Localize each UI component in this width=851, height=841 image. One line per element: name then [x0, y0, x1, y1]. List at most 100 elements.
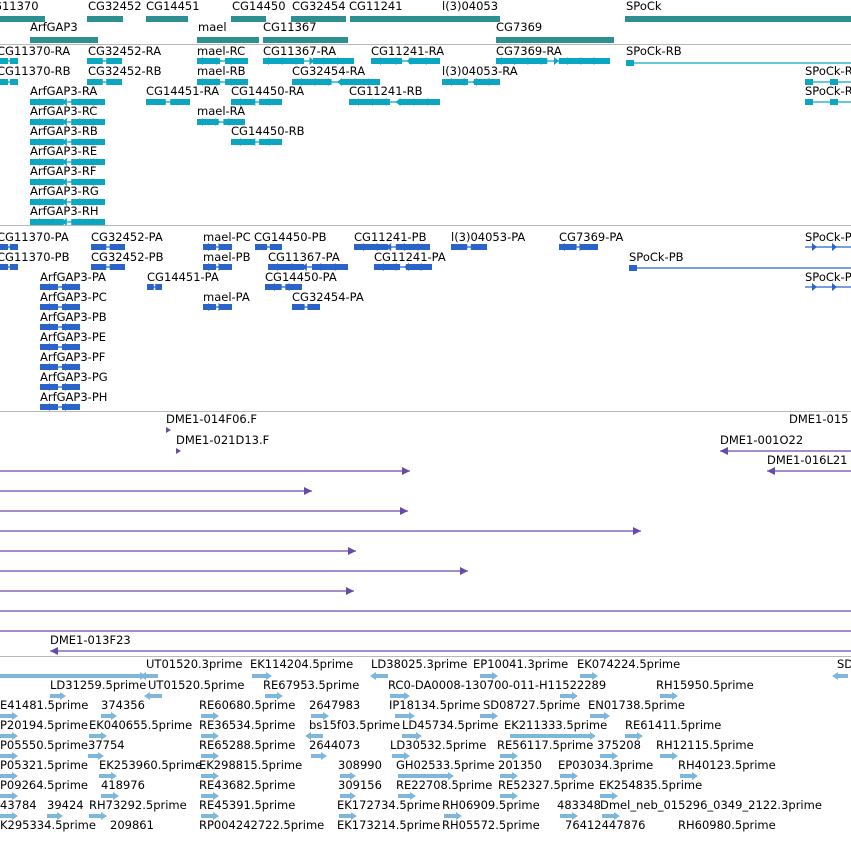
protein-feature-strand-arrow[interactable] — [208, 303, 213, 311]
transcript-feature-exon[interactable] — [223, 119, 245, 125]
clone-end-marker[interactable] — [176, 448, 181, 454]
est-arrow[interactable] — [111, 772, 117, 780]
protein-feature-strand-arrow[interactable] — [218, 303, 224, 311]
est-arrow[interactable] — [604, 712, 610, 720]
transcript-feature-strand-arrow[interactable] — [61, 158, 67, 166]
est-arrow[interactable] — [213, 812, 219, 820]
transcript-feature-strand-arrow[interactable] — [337, 78, 342, 86]
transcript-feature-strand-arrow[interactable] — [88, 218, 94, 226]
transcript-feature-strand-arrow[interactable] — [35, 98, 40, 106]
est-bar[interactable] — [50, 694, 60, 698]
est-arrow[interactable] — [492, 672, 498, 680]
transcript-feature-strand-arrow[interactable] — [350, 78, 356, 86]
est-arrow[interactable] — [370, 672, 376, 680]
est-bar[interactable] — [660, 754, 672, 758]
protein-feature-exon[interactable] — [62, 364, 80, 370]
protein-feature-strand-arrow[interactable] — [208, 263, 213, 271]
gene-bar[interactable] — [625, 16, 851, 22]
est-bar[interactable] — [89, 814, 101, 818]
protein-feature-exon[interactable] — [255, 244, 268, 250]
transcript-feature-strand-arrow[interactable] — [354, 98, 359, 106]
est-arrow[interactable] — [144, 692, 150, 700]
est-bar[interactable] — [398, 774, 448, 778]
protein-feature-strand-arrow[interactable] — [208, 243, 213, 251]
est-bar[interactable] — [0, 714, 12, 718]
protein-feature-exon[interactable] — [312, 264, 348, 270]
protein-feature-exon[interactable] — [91, 264, 107, 270]
transcript-feature-strand-arrow[interactable] — [323, 57, 329, 65]
transcript-feature-exon[interactable] — [225, 79, 248, 85]
est-arrow[interactable] — [140, 672, 146, 680]
protein-feature-exon[interactable] — [9, 264, 18, 270]
transcript-feature-strand-arrow[interactable] — [88, 98, 94, 106]
clone-end-marker[interactable] — [633, 527, 641, 535]
protein-feature-strand-arrow[interactable] — [416, 263, 422, 271]
gene-bar[interactable] — [496, 37, 614, 43]
clone-end-marker[interactable] — [767, 467, 775, 475]
transcript-feature-strand-arrow[interactable] — [527, 57, 533, 65]
est-arrow[interactable] — [416, 732, 422, 740]
protein-feature-strand-arrow[interactable] — [316, 263, 322, 271]
transcript-feature-strand-arrow[interactable] — [459, 78, 465, 86]
transcript-feature-exon[interactable] — [9, 58, 18, 64]
transcript-feature-exon[interactable] — [442, 79, 469, 85]
transcript-feature-exon[interactable] — [146, 99, 166, 105]
est-bar[interactable] — [201, 774, 213, 778]
est-arrow[interactable] — [113, 792, 119, 800]
transcript-feature-strand-arrow[interactable] — [61, 98, 67, 106]
protein-feature-exon[interactable] — [268, 264, 304, 270]
transcript-feature-exon[interactable] — [30, 179, 64, 185]
transcript-feature-exon[interactable] — [170, 99, 190, 105]
transcript-feature-exon[interactable] — [106, 58, 122, 64]
transcript-exon[interactable] — [830, 99, 838, 105]
est-bar[interactable] — [444, 814, 456, 818]
transcript-feature-strand-arrow[interactable] — [202, 118, 207, 126]
transcript-feature-strand-arrow[interactable] — [310, 78, 316, 86]
protein-strand-arrow[interactable] — [832, 283, 837, 291]
transcript-feature-strand-arrow[interactable] — [202, 57, 207, 65]
est-bar[interactable] — [376, 674, 388, 678]
est-bar[interactable] — [340, 794, 350, 798]
est-arrow[interactable] — [637, 732, 643, 740]
protein-feature-exon[interactable] — [292, 304, 305, 310]
est-bar[interactable] — [398, 794, 410, 798]
transcript-feature-exon[interactable] — [30, 119, 64, 125]
est-bar[interactable] — [390, 694, 404, 698]
transcript-feature-strand-arrow[interactable] — [230, 57, 236, 65]
protein-feature-exon[interactable] — [374, 264, 401, 270]
est-arrow[interactable] — [266, 672, 272, 680]
protein-exon[interactable] — [629, 265, 637, 271]
transcript-feature-strand-arrow[interactable] — [88, 138, 94, 146]
transcript-feature-strand-arrow[interactable] — [88, 158, 94, 166]
transcript-feature-strand-arrow[interactable] — [75, 138, 81, 146]
est-bar[interactable] — [590, 714, 604, 718]
est-arrow[interactable] — [12, 772, 18, 780]
clone-end-marker[interactable] — [348, 547, 356, 555]
transcript-feature-exon[interactable] — [71, 139, 105, 145]
est-bar[interactable] — [88, 754, 98, 758]
clone-end-marker[interactable] — [460, 567, 468, 575]
transcript-feature-strand-arrow[interactable] — [35, 178, 40, 186]
transcript-feature-exon[interactable] — [313, 58, 354, 64]
gene-bar[interactable] — [197, 37, 259, 43]
protein-feature-exon[interactable] — [354, 244, 389, 250]
est-bar[interactable] — [0, 674, 140, 678]
transcript-feature-strand-arrow[interactable] — [268, 57, 273, 65]
transcript-feature-strand-arrow[interactable] — [363, 78, 369, 86]
transcript-feature-strand-arrow[interactable] — [540, 57, 546, 65]
est-arrow[interactable] — [213, 792, 219, 800]
protein-feature-exon[interactable] — [62, 284, 80, 290]
transcript-feature-strand-arrow[interactable] — [75, 158, 81, 166]
est-arrow[interactable] — [57, 812, 63, 820]
transcript-feature-exon[interactable] — [9, 79, 18, 85]
est-bar[interactable] — [838, 674, 848, 678]
est-bar[interactable] — [580, 674, 592, 678]
protein-feature-exon[interactable] — [62, 384, 80, 390]
est-arrow[interactable] — [277, 692, 283, 700]
protein-feature-exon[interactable] — [62, 404, 80, 410]
transcript-feature-strand-arrow[interactable] — [75, 98, 81, 106]
protein-feature-strand-arrow[interactable] — [45, 283, 50, 291]
transcript-feature-exon[interactable] — [340, 79, 380, 85]
est-arrow[interactable] — [409, 712, 415, 720]
transcript-feature-exon[interactable] — [197, 119, 219, 125]
